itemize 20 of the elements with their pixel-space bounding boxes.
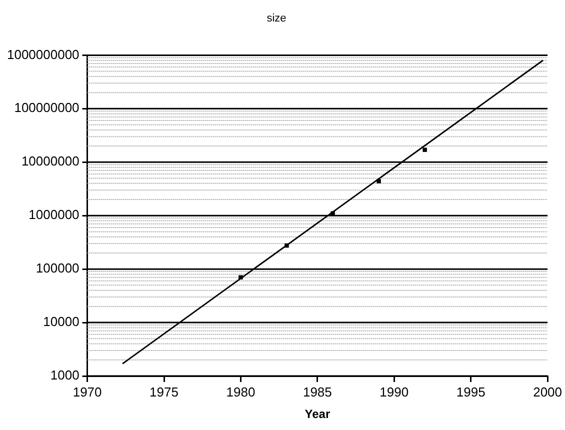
point (422, 148, 427, 152)
point (284, 243, 289, 248)
y-tick-label: 100000000 (14, 100, 80, 116)
point (376, 179, 381, 184)
x-tick-label: 1985 (302, 384, 332, 400)
y-tick-label: 100000 (36, 260, 80, 276)
x-tick-label: 1995 (456, 384, 486, 400)
x-tick-label: 2000 (533, 384, 562, 400)
chart-title: size (266, 12, 286, 25)
y-tick-label: 1000000 (28, 207, 80, 222)
y-tick-label: 10000 (43, 314, 80, 330)
x-tick-label: 1975 (150, 384, 178, 400)
x-tick-label: 1980 (226, 384, 256, 400)
point (238, 275, 243, 280)
y-tick-label: 10000000 (21, 154, 80, 169)
x-axis-title: Year (304, 407, 330, 422)
y-tick-label: 1000 (50, 368, 80, 383)
y-tick-label: 1000000000 (6, 46, 80, 62)
x-tick-label: 1990 (380, 384, 409, 400)
x-tick-label: 1970 (72, 384, 102, 400)
